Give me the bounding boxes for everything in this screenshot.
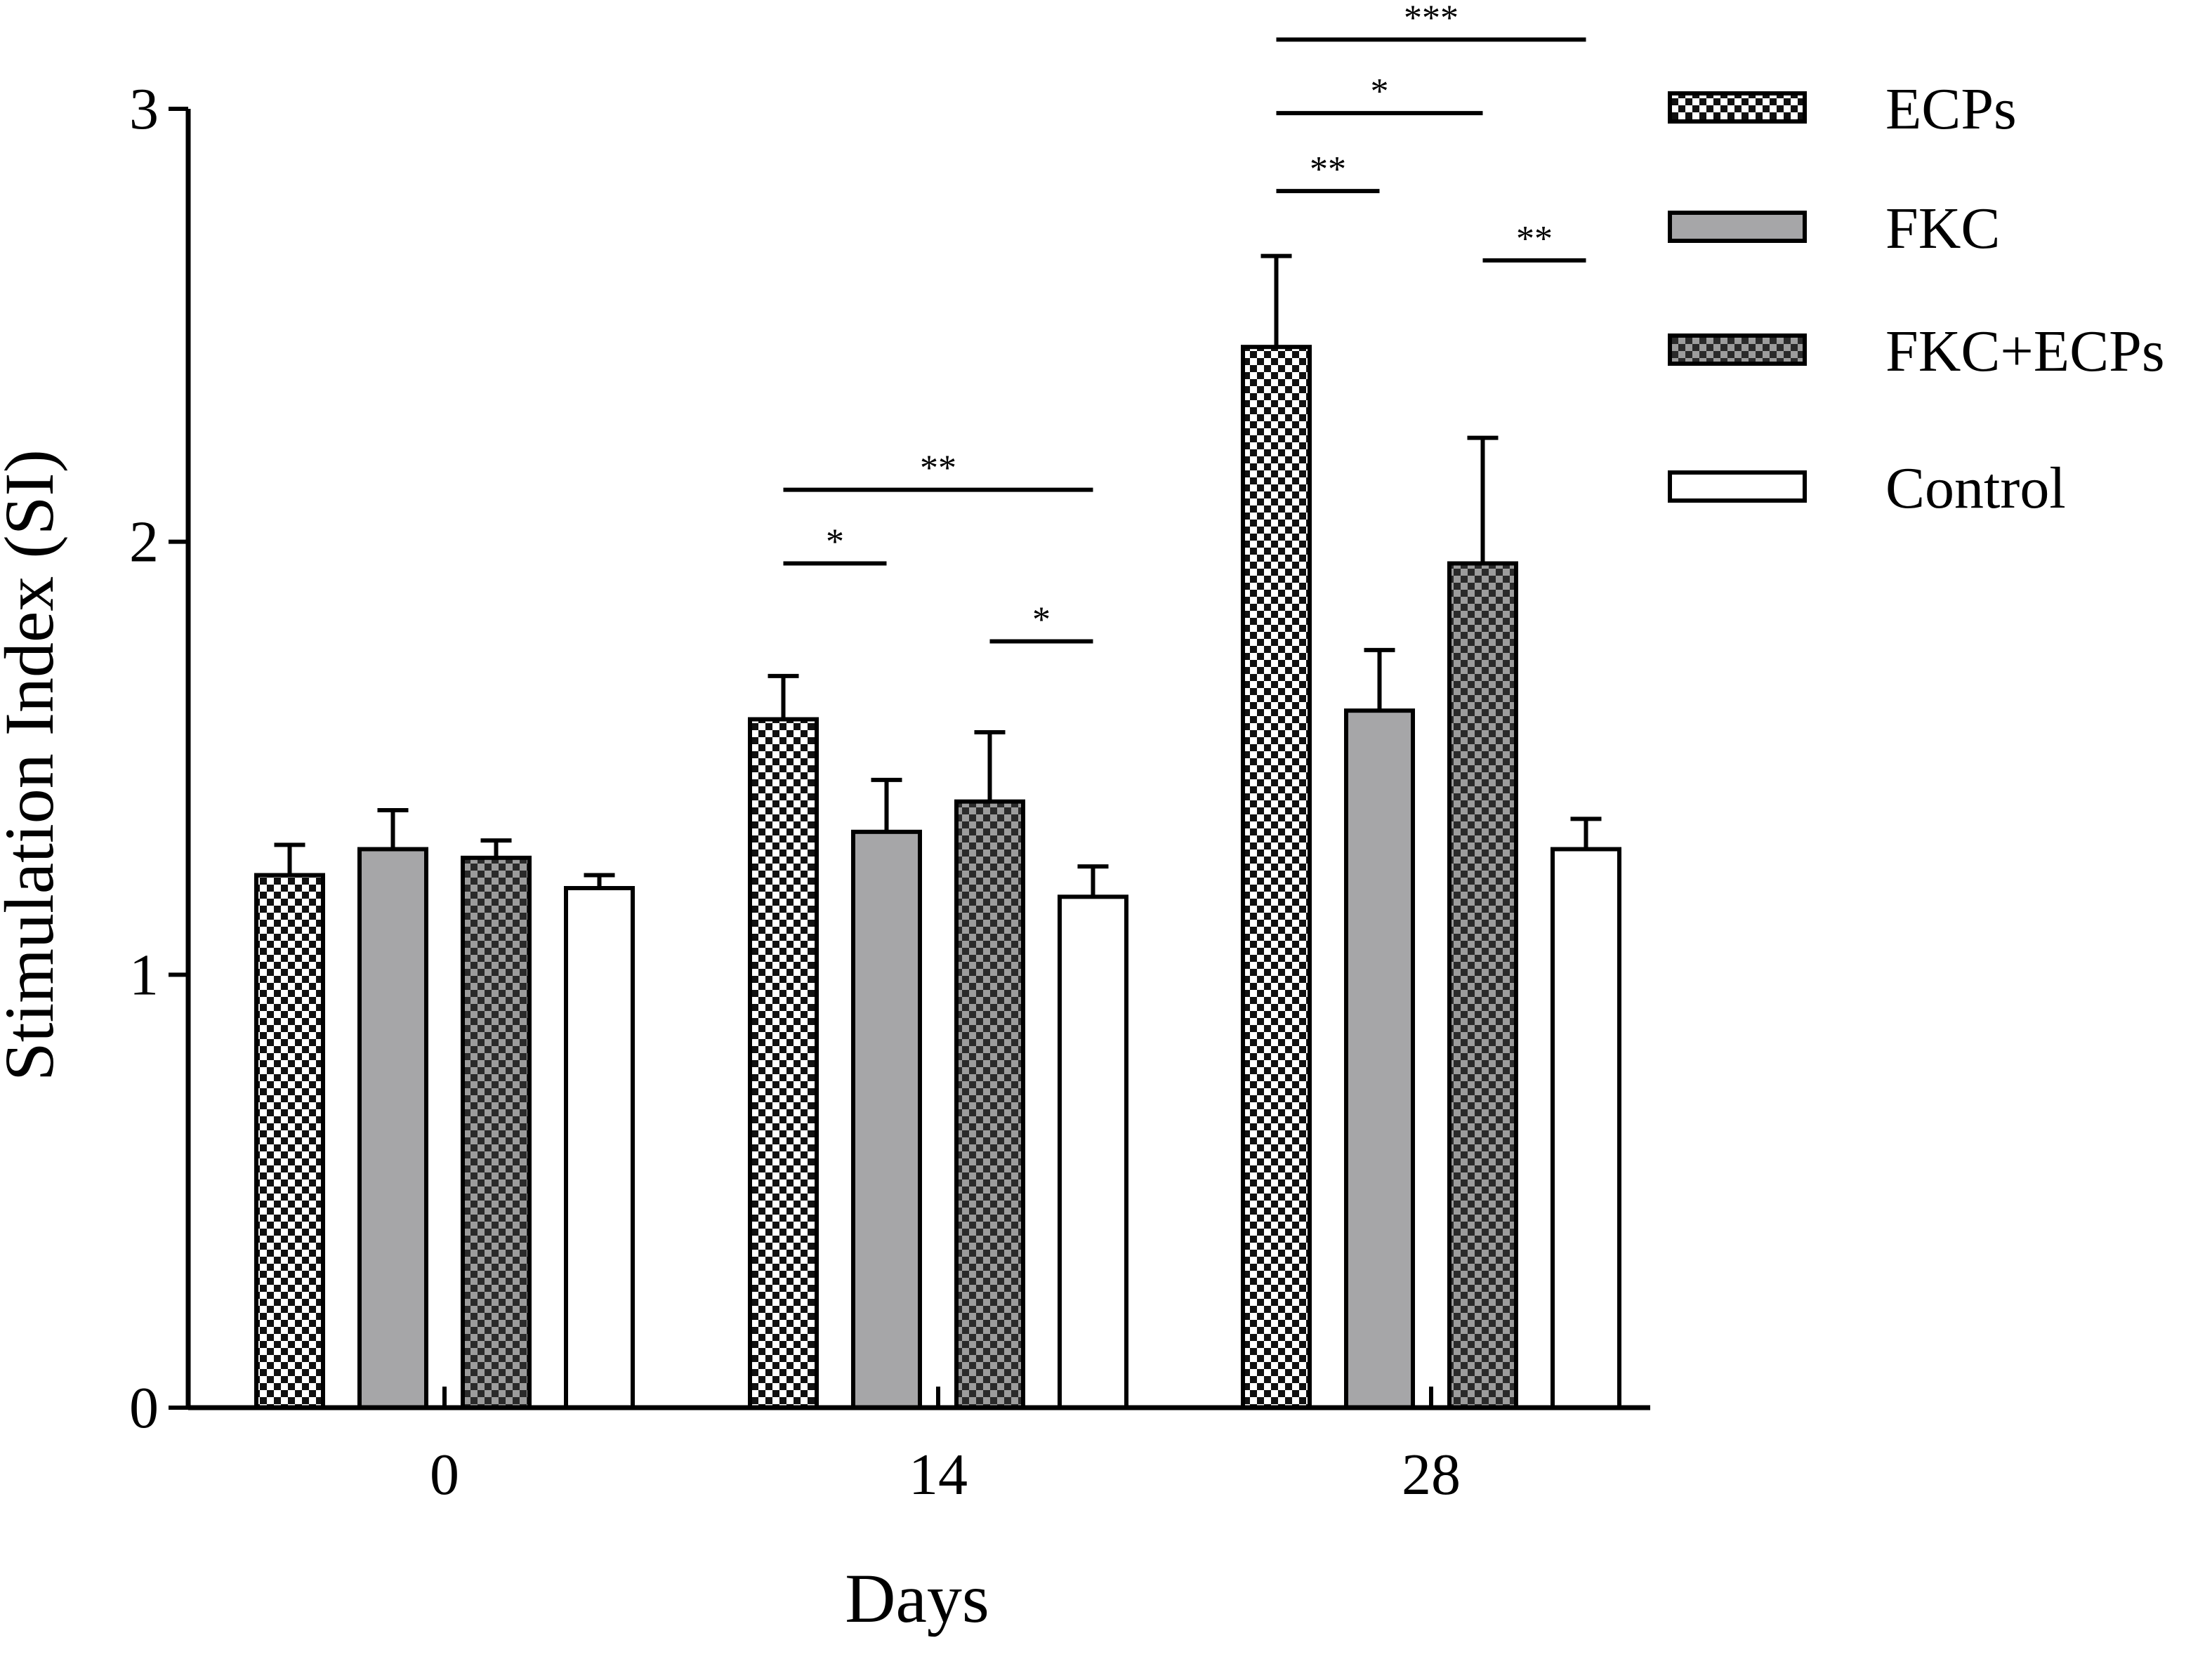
legend-label-fkc-ecps: FKC+ECPs (1885, 319, 2165, 384)
legend-swatch-control (1668, 470, 1807, 503)
bar-control-day-0 (564, 886, 635, 1410)
bar-fkc-ecps-day-28 (1447, 561, 1518, 1410)
bar-fkc-day-14 (851, 829, 922, 1410)
legend-label-fkc: FKC (1885, 196, 2000, 261)
bar-fkc-day-0 (357, 847, 428, 1410)
legend-swatch-fkc-ecps (1668, 333, 1807, 366)
bar-ecps-day-0 (254, 873, 325, 1410)
significance-label-0: * (826, 522, 844, 562)
y-tick-label-2: 2 (129, 510, 159, 575)
significance-label-6: ** (1516, 219, 1553, 259)
y-tick-label-0: 0 (129, 1375, 159, 1441)
y-axis-title: Stimulation Index (SI) (0, 449, 68, 1081)
legend-label-control: Control (1885, 456, 2066, 521)
bar-fkc-day-28 (1344, 708, 1415, 1410)
x-tick-label-14: 14 (909, 1442, 968, 1507)
legend-swatch-ecps (1668, 91, 1807, 124)
bar-fkc-ecps-day-14 (954, 799, 1025, 1410)
bar-control-day-14 (1058, 894, 1128, 1410)
x-tick-label-0: 0 (430, 1442, 459, 1507)
bar-ecps-day-14 (748, 717, 819, 1410)
significance-label-3: ** (1310, 150, 1346, 190)
y-tick-label-1: 1 (129, 942, 159, 1007)
bar-control-day-28 (1551, 847, 1621, 1410)
y-tick-label-3: 3 (129, 77, 159, 142)
x-tick-label-28: 28 (1402, 1442, 1461, 1507)
significance-label-5: *** (1404, 0, 1459, 38)
significance-label-4: * (1371, 72, 1389, 112)
legend-label-ecps: ECPs (1885, 77, 2017, 142)
significance-label-2: * (1032, 600, 1051, 640)
x-axis-title: Days (845, 1559, 989, 1637)
bar-ecps-day-28 (1241, 345, 1312, 1410)
significance-label-1: ** (920, 449, 956, 489)
legend-swatch-fkc (1668, 211, 1807, 243)
bar-fkc-ecps-day-0 (461, 855, 532, 1410)
